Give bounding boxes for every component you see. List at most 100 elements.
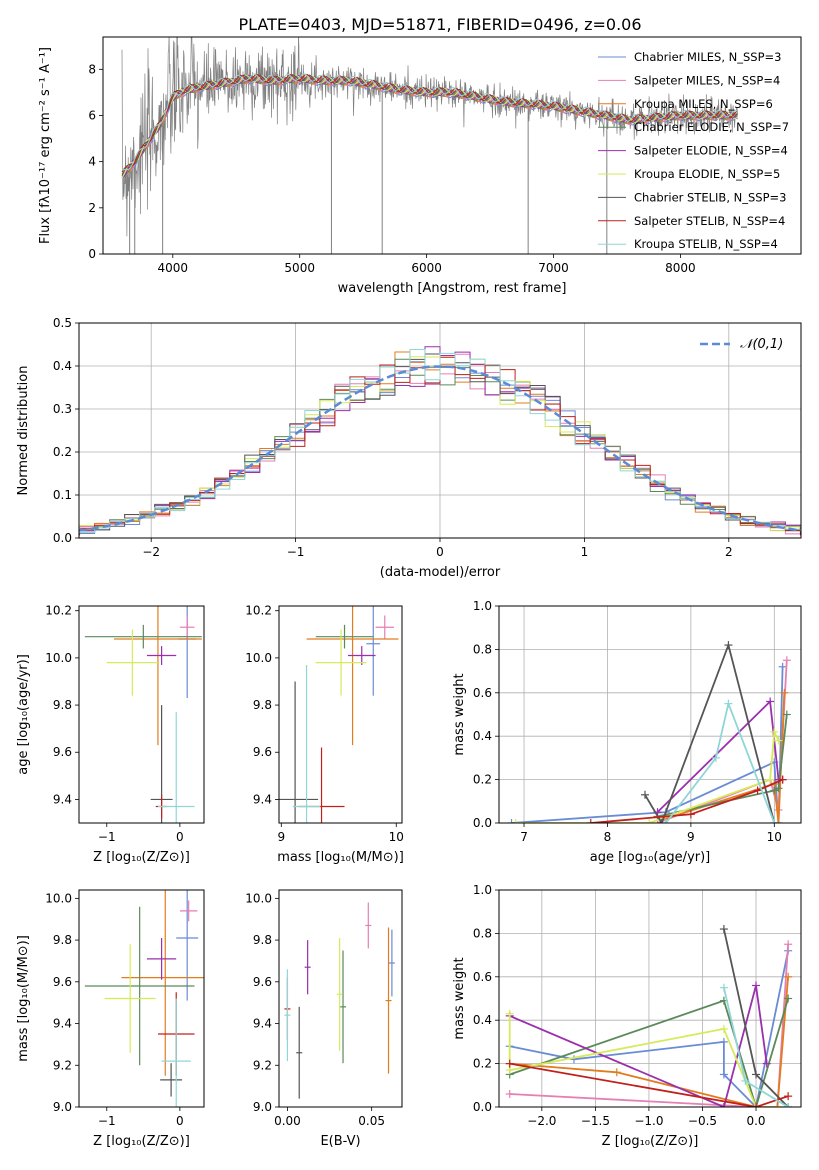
- y-tick-label: 0.4: [473, 729, 492, 743]
- weight-point: [657, 819, 666, 823]
- y-tick-label: 9.4: [253, 1017, 272, 1031]
- errorbar-point: [292, 664, 321, 823]
- weight-point: [507, 819, 516, 823]
- weight-point: [645, 819, 654, 823]
- errorbar-point: [121, 890, 204, 1076]
- weight-point: [766, 697, 775, 706]
- weight-point: [766, 775, 775, 784]
- plot-area-spectrum: [121, 37, 738, 254]
- weight-point: [752, 981, 761, 990]
- errorbar-point: [366, 606, 381, 696]
- y-tick-label: 0.3: [53, 402, 72, 416]
- errorbar-point: [336, 937, 343, 1051]
- y-tick-label: 0.6: [473, 970, 492, 984]
- weight-point: [719, 1070, 728, 1079]
- x-tick-label: 10: [389, 830, 404, 844]
- weight-point: [784, 1103, 793, 1107]
- figure-title: PLATE=0403, MJD=51871, FIBERID=0496, z=0…: [238, 15, 641, 34]
- weight-point: [686, 810, 695, 819]
- y-tick-label: 6: [88, 108, 96, 122]
- weight-point: [782, 656, 791, 665]
- errorbar-point: [160, 1063, 183, 1097]
- weight-point: [774, 736, 783, 745]
- plot-area-age_vs_Z: [84, 606, 202, 823]
- errorbar-point: [84, 624, 202, 649]
- y-tick-label: 10.0: [45, 891, 72, 905]
- y-tick-label: 0.2: [473, 1057, 492, 1071]
- y-tick-label: 9.6: [53, 975, 72, 989]
- y-tick-label: 0.0: [473, 1100, 492, 1114]
- x-axis-label: age [log₁₀(age/yr)]: [590, 850, 711, 865]
- plot-frame: [78, 889, 205, 1108]
- x-axis-label: Z [log₁₀(Z/Z⊙)]: [602, 1134, 699, 1149]
- x-tick-label: 10: [767, 830, 782, 844]
- y-axis-label: mass [log₁₀(M/M⊙)]: [16, 935, 31, 1062]
- errorbar-point: [146, 937, 177, 980]
- plot-area-mass_vs_ebv: [284, 902, 395, 1099]
- y-tick-label: 0.4: [473, 1013, 492, 1027]
- x-tick-label: 5000: [284, 261, 315, 275]
- errorbar-point: [84, 906, 195, 1066]
- plot-frame: [78, 322, 802, 539]
- histogram-4: [79, 346, 801, 535]
- weight-point: [569, 1055, 578, 1064]
- weight-point: [784, 972, 793, 981]
- y-tick-label: 0: [88, 247, 96, 261]
- errorbar-point: [104, 944, 156, 1053]
- y-tick-label: 1.0: [473, 883, 492, 897]
- errorbar-point: [161, 998, 191, 1107]
- weight-point: [773, 1103, 782, 1107]
- y-tick-label: 0.6: [473, 686, 492, 700]
- weight-point: [778, 775, 787, 784]
- weight-point: [586, 819, 595, 823]
- weight-point: [762, 1059, 771, 1068]
- plot-area-residuals: [79, 346, 801, 536]
- y-tick-label: 0.1: [53, 488, 72, 502]
- plot-frame: [498, 889, 802, 1108]
- y-tick-label: 9.0: [53, 1100, 72, 1114]
- model-spectrum-5: [121, 74, 738, 179]
- errorbar-point: [388, 929, 395, 997]
- x-tick-label: 4000: [158, 261, 189, 275]
- errorbar-point: [179, 615, 195, 640]
- y-tick-label: 10.0: [245, 651, 272, 665]
- weight-point: [724, 699, 733, 708]
- y-tick-label: 1.0: [473, 599, 492, 613]
- weight-series-2: [509, 976, 789, 1107]
- panel-age_vs_Z: −1 0 9.4 9.6 9.8 10.0 10.2 Z [log₁₀(Z/Z⊙)] age […: [16, 604, 205, 865]
- panel-mass_vs_ebv: 0.00 0.05 9.0 9.2 9.4 9.6 9.8 10.0 E(B-V): [245, 889, 403, 1149]
- y-tick-label: 0.0: [473, 816, 492, 830]
- y-tick-label: 0.2: [53, 445, 72, 459]
- y-axis-label: Flux [fλ10⁻¹⁷ erg cm⁻² s⁻¹ A⁻¹]: [38, 47, 53, 244]
- x-axis-label: Z [log₁₀(Z/Z⊙)]: [93, 850, 190, 865]
- weight-series-1: [509, 944, 789, 1107]
- weight-point: [719, 1024, 728, 1033]
- weight-point: [612, 1068, 621, 1077]
- x-tick-label: −1: [98, 830, 116, 844]
- legend-label: Chabrier STELIB, N_SSP=3: [634, 190, 786, 204]
- x-tick-label: 0.05: [358, 1114, 385, 1128]
- x-tick-label: 8000: [665, 261, 696, 275]
- weight-point: [724, 641, 733, 650]
- legend-label: Kroupa ELODIE, N_SSP=5: [634, 167, 780, 181]
- errorbar-point: [284, 969, 291, 1062]
- weight-point: [752, 1070, 761, 1079]
- y-tick-label: 10.2: [245, 604, 272, 618]
- x-tick-label: −1.0: [634, 1114, 663, 1128]
- weight-point: [770, 727, 779, 736]
- x-tick-label: 0.00: [274, 1114, 301, 1128]
- legend-label: Kroupa STELIB, N_SSP=4: [634, 237, 778, 251]
- weight-series-6: [644, 642, 776, 823]
- errorbar-point: [340, 950, 347, 1064]
- errorbar-point: [315, 629, 367, 696]
- weight-point: [770, 819, 779, 823]
- y-axis-label: mass weight: [452, 673, 467, 755]
- y-tick-label: 9.4: [253, 792, 272, 806]
- x-axis-label: E(B-V): [320, 1134, 360, 1149]
- weight-point: [774, 784, 783, 793]
- x-tick-label: 0: [436, 545, 444, 559]
- errorbar-point: [146, 646, 177, 665]
- plot-frame: [102, 36, 802, 255]
- legend-label: Kroupa MILES, N_SSP=6: [634, 97, 773, 111]
- y-tick-label: 0.4: [53, 359, 72, 373]
